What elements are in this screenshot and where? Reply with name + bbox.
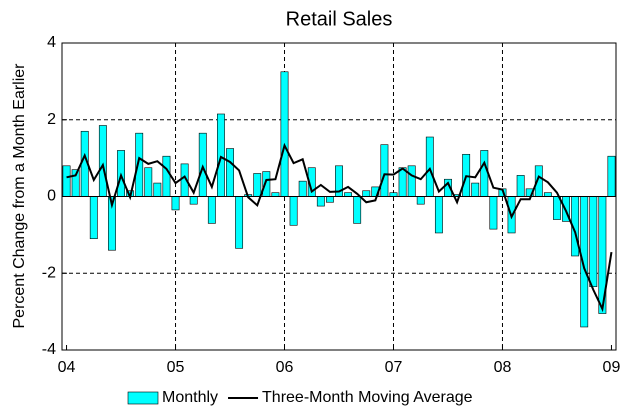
- bar: [489, 196, 498, 230]
- bar: [280, 71, 289, 197]
- y-tick-label: -4: [42, 341, 56, 358]
- bar: [217, 113, 225, 197]
- bar: [344, 192, 353, 197]
- x-tick-label: 08: [494, 359, 512, 376]
- bar: [471, 182, 480, 197]
- bar: [589, 196, 598, 287]
- bar: [407, 165, 416, 197]
- bar: [434, 196, 443, 234]
- bar: [480, 150, 489, 197]
- bar: [416, 196, 425, 205]
- bar: [353, 196, 362, 224]
- bar: [398, 167, 407, 197]
- bar: [425, 136, 434, 197]
- x-tick-label: 06: [276, 359, 294, 376]
- plot-border: [61, 42, 617, 351]
- bar: [607, 155, 616, 197]
- bar: [171, 196, 180, 211]
- bar: [62, 165, 71, 197]
- bar: [226, 148, 234, 197]
- bar: [271, 192, 280, 197]
- bar: [162, 155, 171, 197]
- bar: [362, 190, 371, 197]
- bar: [235, 196, 244, 249]
- bar: [516, 175, 525, 197]
- bar: [262, 171, 271, 197]
- line: [66, 142, 613, 313]
- bar: [189, 196, 198, 205]
- bar: [543, 192, 552, 197]
- bar: [98, 125, 107, 197]
- y-tick-label: -2: [42, 264, 56, 281]
- bar: [325, 196, 334, 203]
- bar: [89, 196, 98, 240]
- x-tick-label: 09: [603, 359, 621, 376]
- bar: [289, 196, 298, 226]
- bar: [380, 144, 389, 197]
- x-tick-label: 07: [385, 359, 403, 376]
- bar: [144, 167, 153, 197]
- x-tick-label: 05: [167, 359, 185, 376]
- bar: [153, 182, 162, 197]
- bar: [298, 180, 307, 197]
- legend-swatch: [127, 391, 159, 405]
- chart-title: Retail Sales: [286, 8, 393, 30]
- y-tick-label: 4: [47, 34, 56, 51]
- legend-label: Three-Month Moving Average: [262, 389, 473, 406]
- legend-label: Monthly: [162, 389, 218, 406]
- bar: [389, 192, 398, 197]
- x-tick-label: 04: [58, 359, 76, 376]
- bar: [207, 196, 216, 224]
- y-tick-label: 2: [47, 111, 56, 128]
- y-tick-label: 0: [47, 188, 56, 205]
- bar: [253, 173, 262, 197]
- y-axis-label: Percent Change from a Month Earlier: [11, 63, 28, 329]
- bar: [316, 196, 325, 207]
